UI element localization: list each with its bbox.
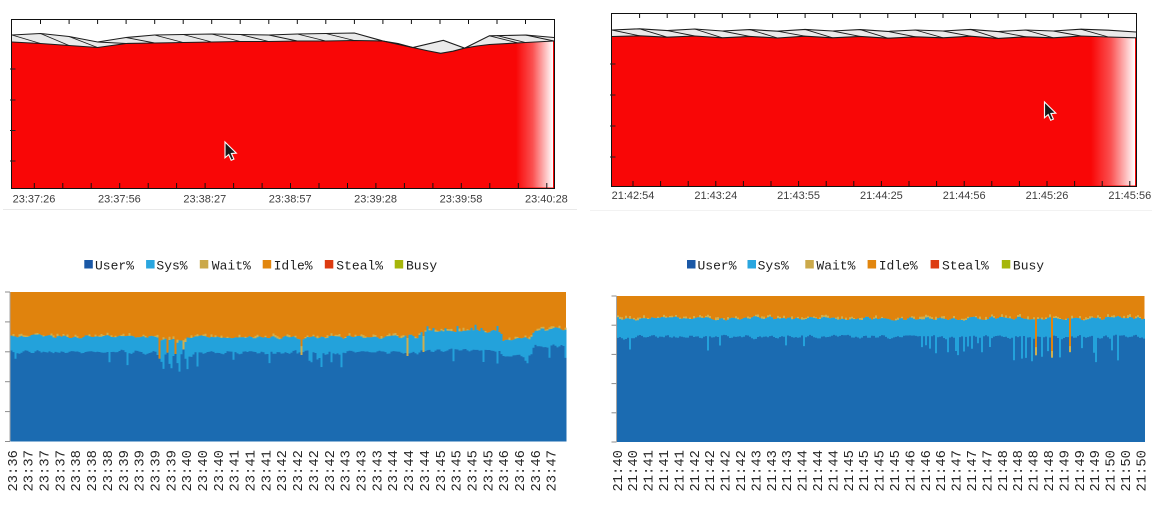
svg-text:21:45: 21:45 bbox=[874, 450, 889, 491]
svg-text:21:49: 21:49 bbox=[1074, 450, 1089, 491]
svg-text:21:47: 21:47 bbox=[951, 450, 966, 491]
svg-text:Idle%: Idle% bbox=[879, 259, 918, 274]
svg-text:23:39: 23:39 bbox=[118, 450, 133, 491]
svg-text:23:40: 23:40 bbox=[213, 450, 228, 491]
svg-text:23:42: 23:42 bbox=[308, 450, 323, 491]
svg-text:23:40: 23:40 bbox=[181, 450, 196, 491]
svg-text:23:42: 23:42 bbox=[324, 450, 339, 491]
svg-text:21:45:56: 21:45:56 bbox=[1108, 190, 1151, 202]
svg-text:23:37:56: 23:37:56 bbox=[98, 194, 141, 206]
svg-text:21:41: 21:41 bbox=[658, 450, 673, 491]
svg-text:23:42: 23:42 bbox=[276, 450, 291, 491]
svg-text:23:38: 23:38 bbox=[70, 450, 85, 491]
svg-text:21:44:25: 21:44:25 bbox=[860, 190, 903, 202]
svg-text:21:42: 21:42 bbox=[735, 450, 750, 491]
svg-text:21:50: 21:50 bbox=[1120, 450, 1135, 491]
svg-text:21:44: 21:44 bbox=[827, 450, 842, 491]
svg-text:23:43: 23:43 bbox=[371, 450, 386, 491]
svg-text:21:43: 21:43 bbox=[750, 450, 765, 491]
svg-text:23:38: 23:38 bbox=[102, 450, 117, 491]
svg-text:23:45: 23:45 bbox=[451, 450, 466, 491]
svg-text:23:40: 23:40 bbox=[197, 450, 212, 491]
svg-text:23:45: 23:45 bbox=[466, 450, 481, 491]
svg-text:23:43: 23:43 bbox=[340, 450, 355, 491]
svg-text:23:44: 23:44 bbox=[403, 450, 418, 491]
svg-text:21:44: 21:44 bbox=[812, 450, 827, 491]
svg-text:23:38: 23:38 bbox=[86, 450, 101, 491]
svg-text:23:41: 23:41 bbox=[229, 450, 244, 491]
svg-text:23:44: 23:44 bbox=[419, 450, 434, 491]
svg-text:23:41: 23:41 bbox=[260, 450, 275, 491]
svg-text:21:46: 21:46 bbox=[920, 450, 935, 491]
svg-text:21:43: 21:43 bbox=[766, 450, 781, 491]
svg-text:21:43:55: 21:43:55 bbox=[777, 190, 820, 202]
svg-text:23:45: 23:45 bbox=[482, 450, 497, 491]
svg-text:23:42: 23:42 bbox=[292, 450, 307, 491]
svg-text:Sys%: Sys% bbox=[758, 259, 789, 274]
svg-text:21:42: 21:42 bbox=[720, 450, 735, 491]
svg-text:21:47: 21:47 bbox=[966, 450, 981, 491]
svg-text:21:49: 21:49 bbox=[1058, 450, 1073, 491]
svg-text:Idle%: Idle% bbox=[274, 259, 313, 274]
svg-text:21:44: 21:44 bbox=[797, 450, 812, 491]
svg-text:21:48: 21:48 bbox=[997, 450, 1012, 491]
svg-text:21:43:24: 21:43:24 bbox=[694, 190, 737, 202]
svg-text:23:39: 23:39 bbox=[165, 450, 180, 491]
svg-text:23:37:26: 23:37:26 bbox=[13, 194, 56, 206]
svg-text:Sys%: Sys% bbox=[156, 259, 187, 274]
svg-text:21:47: 21:47 bbox=[981, 450, 996, 491]
svg-text:21:50: 21:50 bbox=[1105, 450, 1120, 491]
svg-text:Steal%: Steal% bbox=[942, 259, 989, 274]
svg-text:21:48: 21:48 bbox=[1043, 450, 1058, 491]
svg-text:21:49: 21:49 bbox=[1089, 450, 1104, 491]
svg-text:23:46: 23:46 bbox=[530, 450, 545, 491]
svg-text:21:44:56: 21:44:56 bbox=[943, 190, 986, 202]
svg-text:21:42:54: 21:42:54 bbox=[612, 190, 655, 202]
svg-text:23:37: 23:37 bbox=[39, 450, 54, 491]
svg-text:Wait%: Wait% bbox=[816, 259, 855, 274]
svg-text:21:45: 21:45 bbox=[858, 450, 873, 491]
svg-text:21:42: 21:42 bbox=[704, 450, 719, 491]
svg-text:23:36: 23:36 bbox=[7, 450, 22, 491]
svg-text:Wait%: Wait% bbox=[212, 259, 251, 274]
svg-text:23:39: 23:39 bbox=[134, 450, 149, 491]
svg-text:Busy: Busy bbox=[1013, 259, 1044, 274]
svg-text:21:40: 21:40 bbox=[627, 450, 642, 491]
svg-text:23:44: 23:44 bbox=[387, 450, 402, 491]
svg-text:23:39:28: 23:39:28 bbox=[354, 194, 397, 206]
svg-text:21:48: 21:48 bbox=[1028, 450, 1043, 491]
svg-text:23:37: 23:37 bbox=[54, 450, 69, 491]
svg-text:23:46: 23:46 bbox=[498, 450, 513, 491]
svg-text:23:37: 23:37 bbox=[23, 450, 38, 491]
svg-text:21:50: 21:50 bbox=[1135, 450, 1150, 491]
svg-text:21:41: 21:41 bbox=[643, 450, 658, 491]
svg-text:23:40:28: 23:40:28 bbox=[525, 194, 568, 206]
svg-text:23:39: 23:39 bbox=[150, 450, 165, 491]
svg-text:Steal%: Steal% bbox=[336, 259, 383, 274]
svg-text:21:48: 21:48 bbox=[1012, 450, 1027, 491]
svg-text:User%: User% bbox=[698, 259, 737, 274]
svg-text:Busy: Busy bbox=[406, 259, 437, 274]
svg-text:21:43: 21:43 bbox=[781, 450, 796, 491]
svg-text:23:38:57: 23:38:57 bbox=[269, 194, 312, 206]
svg-text:23:39:58: 23:39:58 bbox=[440, 194, 483, 206]
svg-text:User%: User% bbox=[95, 259, 134, 274]
svg-text:21:46: 21:46 bbox=[935, 450, 950, 491]
svg-text:21:46: 21:46 bbox=[904, 450, 919, 491]
svg-text:21:42: 21:42 bbox=[689, 450, 704, 491]
svg-text:21:41: 21:41 bbox=[673, 450, 688, 491]
svg-text:23:47: 23:47 bbox=[546, 450, 561, 491]
svg-text:23:45: 23:45 bbox=[435, 450, 450, 491]
svg-text:23:41: 23:41 bbox=[245, 450, 260, 491]
svg-text:23:43: 23:43 bbox=[356, 450, 371, 491]
svg-text:21:45:26: 21:45:26 bbox=[1026, 190, 1069, 202]
svg-text:23:46: 23:46 bbox=[514, 450, 529, 491]
svg-text:21:45: 21:45 bbox=[843, 450, 858, 491]
svg-text:21:40: 21:40 bbox=[612, 450, 627, 491]
svg-text:23:38:27: 23:38:27 bbox=[183, 194, 226, 206]
svg-text:21:45: 21:45 bbox=[889, 450, 904, 491]
